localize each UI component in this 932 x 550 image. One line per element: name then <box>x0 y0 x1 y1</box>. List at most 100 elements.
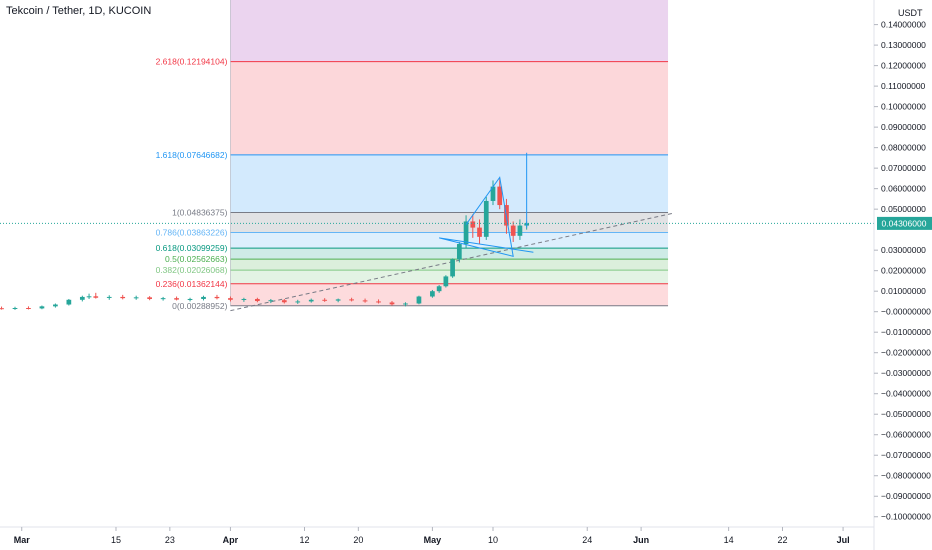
candle-body <box>430 291 435 297</box>
fib-label-2.618: 2.618(0.12194104) <box>156 57 228 67</box>
y-tick-label: −0.03000000 <box>881 368 931 378</box>
x-tick-label: 10 <box>488 535 498 545</box>
y-tick-label: −0.01000000 <box>881 327 931 337</box>
x-tick-label: Jul <box>837 535 850 545</box>
diamond-pattern-outline <box>439 176 534 257</box>
y-tick-label: 0.14000000 <box>881 20 926 30</box>
candle-body <box>120 296 126 299</box>
chart-title: Tekcoin / Tether, 1D, KUCOIN <box>6 5 152 17</box>
y-tick-label: 0.10000000 <box>881 102 926 112</box>
candle-body <box>106 296 112 298</box>
candle-body <box>53 304 58 307</box>
fib-label-0.382: 0.382(0.02026068) <box>156 265 228 275</box>
candle-body <box>174 298 179 300</box>
y-tick-label: 0.13000000 <box>881 40 926 50</box>
candle-body <box>187 298 193 300</box>
candle-body <box>66 299 72 305</box>
candle-body <box>483 200 489 237</box>
fibonacci-retracement[interactable]: 0(0.00288952) 0.236(0.01362144) 0.382(0.02… <box>156 0 669 311</box>
candle-body <box>517 225 523 236</box>
y-tick-label: 0.11000000 <box>881 81 926 91</box>
fib-label-0.5: 0.5(0.02562663) <box>165 254 228 264</box>
y-tick-label: 0.09000000 <box>881 122 926 132</box>
candle-body <box>241 298 247 300</box>
candle-body <box>281 300 287 303</box>
currency-label: USDT <box>898 8 923 18</box>
candle-body <box>510 225 516 236</box>
y-tick-label: −0.02000000 <box>881 348 931 358</box>
candle-body <box>79 296 85 300</box>
y-tick-label: −0.00000000 <box>881 307 931 317</box>
x-tick-label: Apr <box>223 535 239 545</box>
y-tick-label: 0.12000000 <box>881 61 926 71</box>
fib-label-1: 1(0.04836375) <box>172 208 227 218</box>
fib-label-0.786: 0.786(0.03863226) <box>156 227 228 237</box>
last-price-badge-group: 0.04306000 <box>877 216 932 230</box>
y-tick-label: 0.05000000 <box>881 204 926 214</box>
x-tick-label: 23 <box>165 535 175 545</box>
y-tick-label: −0.05000000 <box>881 409 931 419</box>
x-tick-label: Mar <box>14 535 31 545</box>
x-tick-label: 14 <box>724 535 734 545</box>
candle-body <box>268 300 274 302</box>
candle-body <box>362 300 368 302</box>
y-tick-label: −0.07000000 <box>881 450 931 460</box>
y-tick-label: 0.01000000 <box>881 286 926 296</box>
candle-body <box>477 227 482 237</box>
x-tick-label: 12 <box>299 535 309 545</box>
y-tick-label: −0.04000000 <box>881 389 931 399</box>
candle-body <box>443 276 449 287</box>
fib-zone-0.236 <box>230 283 669 306</box>
y-tick-label: −0.10000000 <box>881 512 931 522</box>
candle-body <box>349 299 354 301</box>
candle-body <box>376 301 381 303</box>
candle-body <box>160 298 166 300</box>
candle-body <box>255 298 260 302</box>
last-price-badge <box>877 216 932 230</box>
fib-label-0.236: 0.236(0.01362144) <box>156 279 228 289</box>
candle-body <box>389 302 395 305</box>
y-tick-label: 0.02000000 <box>881 266 926 276</box>
candle-body <box>0 308 4 310</box>
candle-body <box>201 296 206 299</box>
candle-body <box>133 297 139 299</box>
x-tick-label: 15 <box>111 535 121 545</box>
candle-body <box>403 303 408 305</box>
candle-body <box>86 296 92 298</box>
x-tick-label: May <box>424 535 442 545</box>
fib-zone-2.618 <box>230 61 669 155</box>
y-tick-label: −0.09000000 <box>881 491 931 501</box>
candle-body <box>39 306 45 309</box>
candle-body <box>12 307 18 309</box>
fib-zone-top <box>230 0 669 62</box>
candle-body <box>335 299 341 301</box>
fib-label-0: 0(0.00288952) <box>172 301 227 311</box>
fib-label-0.618: 0.618(0.03099259) <box>156 243 228 253</box>
price-axis[interactable]: 0.14000000 0.13000000 0.12000000 0.11000000… <box>874 20 931 522</box>
candle-body <box>436 286 442 292</box>
x-tick-label: Jun <box>633 535 649 545</box>
fib-zone-1.618 <box>230 154 669 213</box>
fib-label-1.618: 1.618(0.07646682) <box>156 150 228 160</box>
y-tick-label: 0.03000000 <box>881 245 926 255</box>
x-tick-label: 20 <box>353 535 363 545</box>
y-tick-label: −0.06000000 <box>881 430 931 440</box>
last-price-badge-text: 0.04306000 <box>882 218 927 228</box>
candle-body <box>147 297 153 299</box>
y-tick-label: 0.07000000 <box>881 163 926 173</box>
candle-body <box>470 221 476 228</box>
y-tick-label: −0.08000000 <box>881 471 931 481</box>
candle-body <box>497 186 503 206</box>
x-tick-label: 22 <box>777 535 787 545</box>
diamond-pattern-drawing[interactable] <box>439 152 534 257</box>
candle-body <box>26 307 31 309</box>
candle-body <box>228 298 233 300</box>
time-axis[interactable]: Mar 15 23 Apr 12 20 May 10 24 Jun 14 22 Jul <box>14 527 850 545</box>
fib-zone-0.5 <box>230 259 669 271</box>
fib-zone-1 <box>230 212 669 233</box>
candle-body <box>463 221 469 245</box>
candle-body <box>490 186 496 201</box>
candle-body <box>416 296 422 304</box>
candle-body <box>322 299 328 301</box>
